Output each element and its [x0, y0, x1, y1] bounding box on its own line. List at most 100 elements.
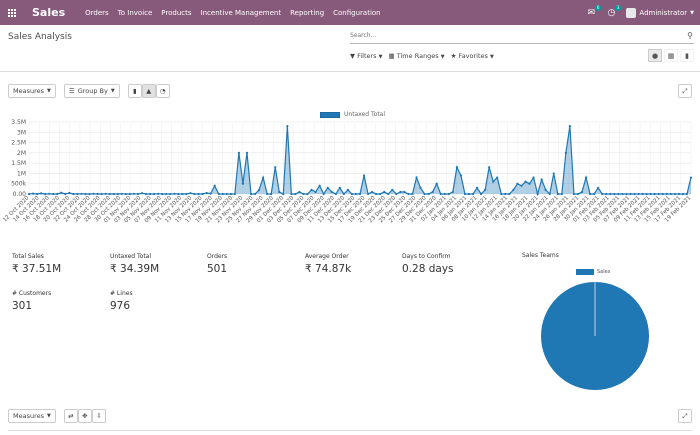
- bottom-measures-button[interactable]: Measures ▼: [8, 409, 56, 423]
- data-point[interactable]: [302, 192, 305, 196]
- data-point[interactable]: [56, 192, 59, 196]
- data-point[interactable]: [257, 188, 261, 191]
- data-point[interactable]: [48, 192, 51, 195]
- kpi-orders[interactable]: Orders 501: [207, 253, 227, 275]
- data-point[interactable]: [568, 125, 572, 128]
- data-point[interactable]: [572, 192, 576, 196]
- expand-all-button[interactable]: ✥: [77, 409, 92, 423]
- data-point[interactable]: [169, 192, 172, 196]
- user-menu[interactable]: Administrator ▼: [626, 7, 694, 18]
- data-point[interactable]: [508, 192, 511, 196]
- data-point[interactable]: [576, 192, 580, 196]
- data-point[interactable]: [294, 192, 297, 196]
- data-point[interactable]: [681, 192, 685, 196]
- data-point[interactable]: [326, 186, 329, 189]
- data-point[interactable]: [488, 166, 491, 169]
- data-point[interactable]: [185, 192, 188, 196]
- data-point[interactable]: [395, 192, 398, 196]
- data-point[interactable]: [431, 190, 434, 194]
- data-point[interactable]: [455, 166, 458, 169]
- data-point[interactable]: [193, 192, 196, 196]
- data-point[interactable]: [205, 191, 208, 195]
- pivot-view-button[interactable]: ▦: [664, 49, 678, 62]
- data-point[interactable]: [346, 188, 349, 191]
- data-point[interactable]: [270, 192, 273, 196]
- pie-legend[interactable]: Sales: [576, 269, 610, 275]
- data-point[interactable]: [685, 192, 689, 196]
- data-point[interactable]: [609, 192, 612, 196]
- data-point[interactable]: [201, 192, 204, 196]
- data-point[interactable]: [88, 192, 91, 196]
- activities-icon[interactable]: ◷ 3: [607, 4, 622, 18]
- data-point[interactable]: [580, 190, 584, 194]
- data-point[interactable]: [371, 190, 374, 194]
- data-point[interactable]: [197, 192, 200, 196]
- data-point[interactable]: [524, 180, 527, 183]
- menu-products[interactable]: Products: [161, 8, 192, 17]
- data-point[interactable]: [556, 192, 559, 196]
- data-point[interactable]: [354, 192, 358, 196]
- data-point[interactable]: [629, 192, 632, 196]
- data-point[interactable]: [605, 192, 608, 196]
- data-point[interactable]: [637, 192, 640, 196]
- data-point[interactable]: [362, 174, 366, 177]
- data-point[interactable]: [213, 184, 216, 187]
- data-point[interactable]: [387, 192, 390, 196]
- data-point[interactable]: [673, 192, 676, 196]
- data-point[interactable]: [350, 192, 354, 196]
- data-point[interactable]: [649, 192, 652, 196]
- data-point[interactable]: [419, 186, 422, 189]
- data-point[interactable]: [290, 192, 293, 196]
- data-point[interactable]: [415, 176, 418, 179]
- data-point[interactable]: [669, 192, 672, 196]
- data-point[interactable]: [560, 192, 563, 196]
- data-point[interactable]: [544, 188, 547, 191]
- data-point[interactable]: [241, 182, 245, 185]
- kpi-lines[interactable]: # Lines 976: [110, 290, 133, 312]
- data-point[interactable]: [306, 192, 309, 196]
- kpi-total-sales[interactable]: Total Sales ₹ 37.51M: [12, 253, 61, 275]
- bottom-expand-button[interactable]: ⤢: [678, 409, 692, 423]
- data-point[interactable]: [601, 192, 604, 196]
- data-point[interactable]: [225, 192, 228, 196]
- data-point[interactable]: [189, 192, 192, 195]
- data-point[interactable]: [157, 192, 160, 195]
- menu-configuration[interactable]: Configuration: [333, 8, 381, 17]
- data-point[interactable]: [229, 192, 232, 196]
- expand-button[interactable]: ⤢: [678, 84, 692, 98]
- data-point[interactable]: [31, 192, 35, 195]
- data-point[interactable]: [124, 192, 127, 196]
- apps-menu-icon[interactable]: [0, 0, 24, 25]
- kpi-days-to-confirm[interactable]: Days to Confirm 0.28 days: [402, 253, 454, 275]
- data-point[interactable]: [108, 192, 111, 196]
- data-point[interactable]: [148, 192, 152, 196]
- data-point[interactable]: [435, 182, 438, 185]
- data-point[interactable]: [520, 184, 523, 187]
- data-point[interactable]: [60, 191, 63, 194]
- data-point[interactable]: [451, 190, 454, 194]
- data-point[interactable]: [249, 192, 253, 196]
- data-point[interactable]: [536, 192, 539, 196]
- data-point[interactable]: [334, 192, 337, 196]
- data-point[interactable]: [439, 192, 442, 196]
- data-point[interactable]: [310, 188, 313, 191]
- data-point[interactable]: [500, 192, 503, 196]
- data-point[interactable]: [471, 192, 475, 196]
- data-point[interactable]: [262, 176, 265, 179]
- data-point[interactable]: [593, 192, 596, 196]
- data-point[interactable]: [128, 192, 132, 196]
- data-point[interactable]: [120, 192, 123, 195]
- data-point[interactable]: [64, 192, 67, 196]
- flip-axis-button[interactable]: ⇄: [63, 409, 78, 423]
- data-point[interactable]: [597, 186, 600, 189]
- data-point[interactable]: [318, 184, 321, 187]
- data-point[interactable]: [96, 192, 99, 196]
- search-icon[interactable]: ⚲: [687, 31, 693, 40]
- data-point[interactable]: [512, 188, 515, 191]
- data-point[interactable]: [72, 192, 75, 196]
- data-point[interactable]: [173, 192, 176, 195]
- data-point[interactable]: [467, 192, 471, 196]
- app-brand[interactable]: Sales: [32, 6, 66, 19]
- favorites-button[interactable]: ★ Favorites ▼: [451, 52, 494, 60]
- data-point[interactable]: [314, 190, 317, 194]
